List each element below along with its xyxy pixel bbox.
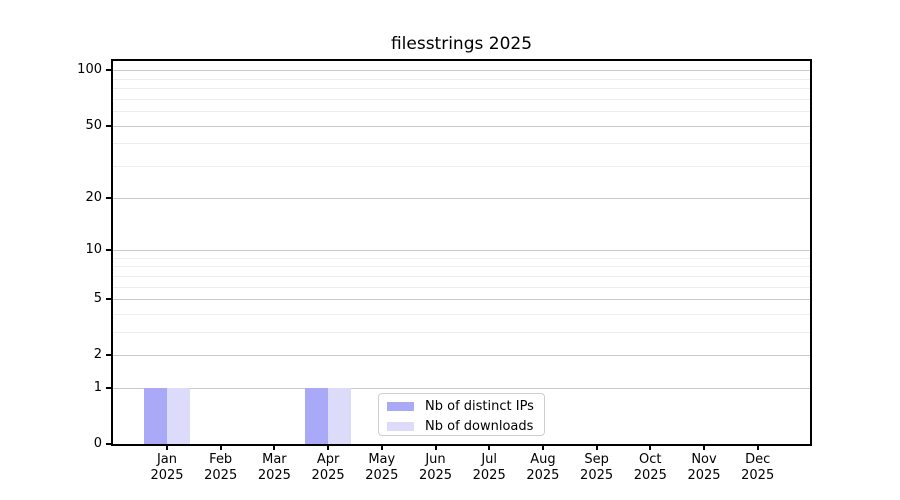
minor-gridline <box>113 257 810 259</box>
major-gridline <box>113 299 810 300</box>
x-tick-mark <box>273 445 276 450</box>
x-tick-mark <box>756 445 759 450</box>
minor-gridline <box>113 99 810 100</box>
y-tick-label: 20 <box>85 189 102 205</box>
minor-gridline <box>113 286 810 288</box>
x-tick-year: 2025 <box>150 468 184 483</box>
legend-swatch-nb-of-downloads <box>387 422 414 431</box>
x-tick-year: 2025 <box>741 468 775 483</box>
x-tick-year: 2025 <box>418 468 453 483</box>
plot-area <box>113 61 810 444</box>
x-tick-year: 2025 <box>472 468 506 483</box>
x-tick-label: May 2025 <box>337 452 427 484</box>
minor-gridline <box>113 166 810 167</box>
x-tick-month: Jun <box>425 452 446 467</box>
y-tick-mark <box>106 298 112 300</box>
x-tick-label: Aug 2025 <box>498 452 588 484</box>
x-tick-year: 2025 <box>580 468 614 483</box>
y-tick-label: 0 <box>93 436 102 451</box>
minor-gridline <box>113 266 810 268</box>
bar-nb-of-distinct-ips-apr <box>305 387 329 444</box>
minor-gridline <box>113 313 810 315</box>
major-gridline <box>113 355 810 357</box>
x-tick-month: Aug <box>530 452 556 467</box>
x-tick-label: Nov 2025 <box>659 452 749 484</box>
legend-swatch-nb-of-distinct-ips <box>387 402 414 411</box>
x-tick-mark <box>166 445 168 450</box>
y-tick-mark <box>106 196 112 199</box>
minor-gridline <box>113 275 810 277</box>
x-tick-mark <box>649 445 652 450</box>
x-tick-year: 2025 <box>526 468 560 483</box>
y-tick-mark <box>106 354 112 357</box>
x-tick-year: 2025 <box>633 468 667 483</box>
y-tick-label: 2 <box>93 347 102 363</box>
bar-nb-of-downloads-apr <box>328 387 351 444</box>
y-tick-mark <box>106 124 112 127</box>
x-tick-mark <box>541 445 544 450</box>
x-tick-month: Feb <box>209 452 233 467</box>
x-tick-mark <box>327 445 330 450</box>
x-tick-year: 2025 <box>687 468 721 483</box>
x-tick-mark <box>703 445 705 450</box>
x-tick-year: 2025 <box>204 468 238 483</box>
y-tick-label: 5 <box>93 291 102 306</box>
x-tick-month: Sep <box>584 452 609 467</box>
major-gridline <box>113 249 810 251</box>
x-tick-month: Dec <box>745 452 771 467</box>
minor-gridline <box>113 331 810 333</box>
x-tick-label: Apr 2025 <box>283 452 373 484</box>
minor-gridline <box>113 111 810 113</box>
major-gridline <box>113 70 810 72</box>
x-tick-label: Feb 2025 <box>176 452 266 484</box>
y-tick-mark <box>106 386 112 389</box>
x-tick-label: Oct 2025 <box>605 452 695 484</box>
y-tick-label: 50 <box>85 117 102 133</box>
legend: Nb of distinct IPs Nb of downloads <box>378 393 545 436</box>
legend-label: Nb of distinct IPs <box>425 399 534 414</box>
legend-item: Nb of distinct IPs <box>379 398 544 415</box>
x-tick-month: Jul <box>481 452 498 467</box>
x-tick-label: Dec 2025 <box>713 452 803 484</box>
chart-title: filesstrings 2025 <box>390 34 533 54</box>
x-tick-month: May <box>368 452 396 467</box>
minor-gridline <box>113 143 810 145</box>
bar-nb-of-downloads-jan <box>167 387 190 444</box>
x-tick-mark <box>434 445 437 450</box>
minor-gridline <box>113 88 810 90</box>
x-tick-label: Jul 2025 <box>444 452 534 484</box>
x-tick-mark <box>219 445 222 450</box>
x-tick-year: 2025 <box>365 468 399 483</box>
y-tick-mark <box>106 248 112 251</box>
minor-gridline <box>113 78 810 80</box>
bar-nb-of-distinct-ips-jan <box>144 387 167 444</box>
x-tick-year: 2025 <box>311 468 345 483</box>
x-tick-month: Oct <box>639 452 662 467</box>
x-tick-label: Sep 2025 <box>552 452 642 484</box>
y-tick-mark <box>106 443 112 445</box>
x-tick-label: Jan 2025 <box>122 452 212 484</box>
x-tick-label: Jun 2025 <box>391 452 481 484</box>
y-tick-mark <box>106 69 112 72</box>
x-tick-mark <box>488 445 491 450</box>
x-tick-month: Jan <box>156 452 178 467</box>
x-tick-year: 2025 <box>257 468 291 483</box>
major-gridline <box>113 125 810 127</box>
legend-label: Nb of downloads <box>425 419 534 434</box>
x-tick-month: Nov <box>691 452 717 467</box>
x-tick-mark <box>595 445 598 450</box>
major-gridline <box>113 387 810 389</box>
y-tick-label: 1 <box>93 379 102 395</box>
x-tick-month: Mar <box>262 452 287 467</box>
x-tick-mark <box>380 445 383 450</box>
y-tick-label: 100 <box>77 62 102 78</box>
legend-item: Nb of downloads <box>379 418 544 435</box>
y-tick-label: 10 <box>85 241 102 257</box>
major-gridline <box>113 197 810 199</box>
x-tick-month: Apr <box>316 452 340 467</box>
x-tick-label: Mar 2025 <box>229 452 319 484</box>
